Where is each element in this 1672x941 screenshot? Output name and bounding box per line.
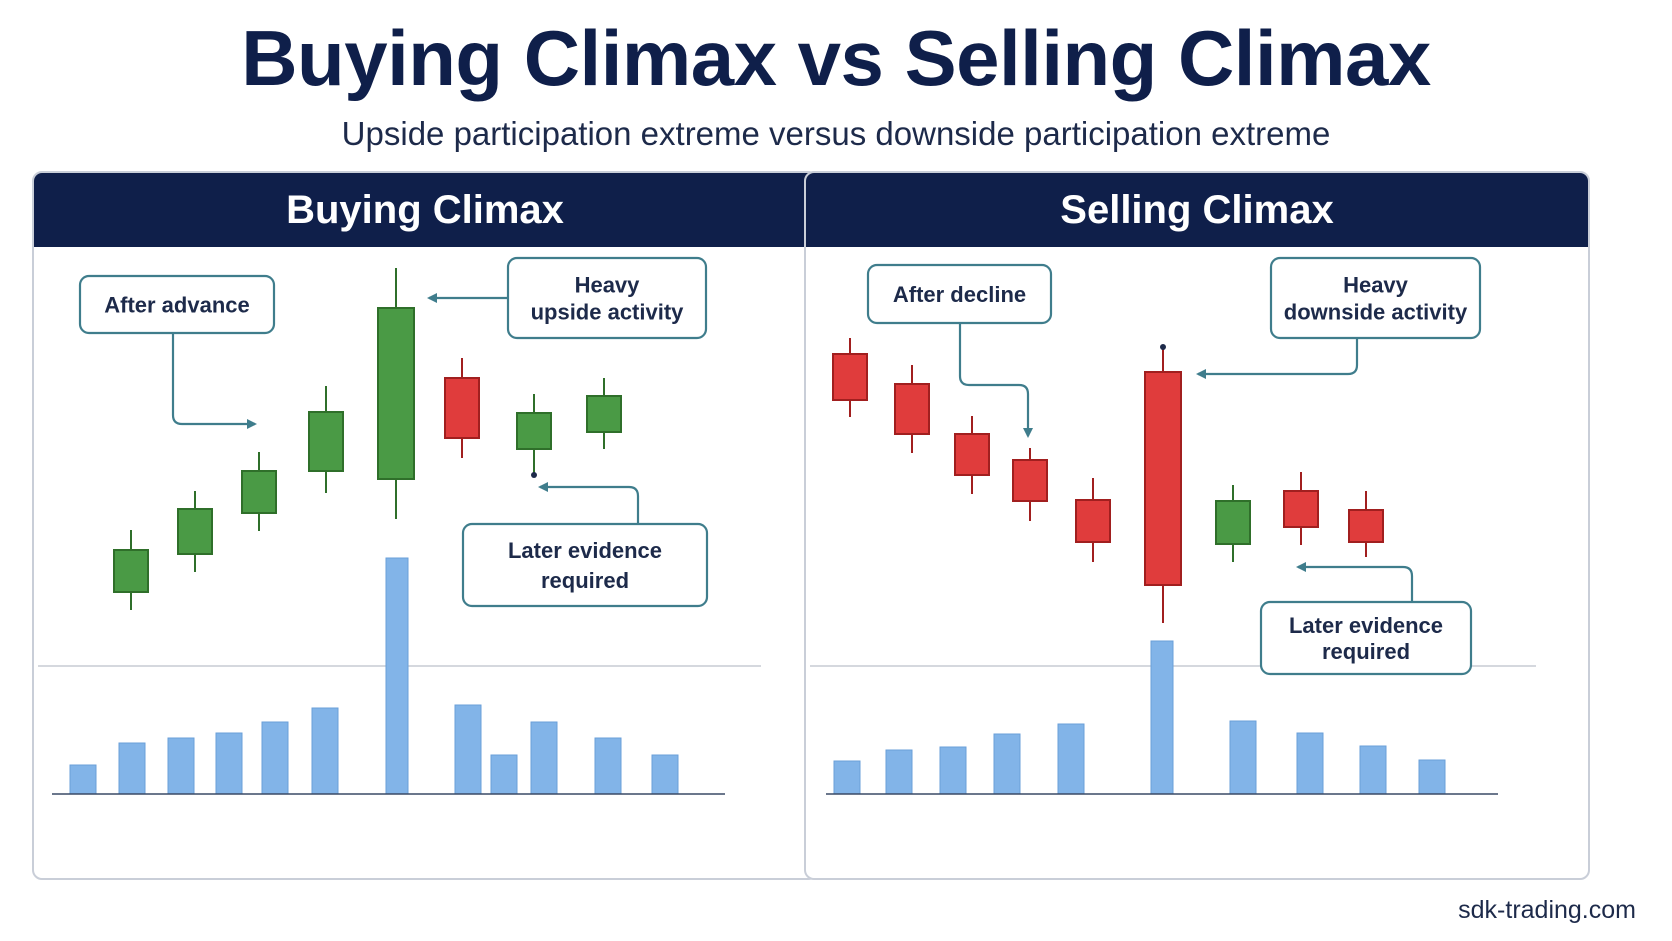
volume-bar bbox=[385, 557, 409, 795]
volume-bar bbox=[167, 737, 195, 795]
volume-bar bbox=[215, 732, 243, 795]
callout-start-box bbox=[78, 274, 276, 335]
selling-climax-header: Selling Climax bbox=[806, 173, 1588, 247]
bearish-candle bbox=[444, 377, 480, 439]
bullish-candle bbox=[113, 549, 149, 593]
volume-bar bbox=[833, 760, 861, 795]
bullish-candle bbox=[586, 395, 622, 433]
callout-later-text: Later evidence bbox=[508, 538, 662, 563]
volume-bar bbox=[885, 749, 913, 795]
callout-start-box bbox=[866, 263, 1053, 325]
bearish-candle bbox=[954, 433, 990, 476]
volume-bar bbox=[530, 721, 558, 795]
wick-dot bbox=[1160, 344, 1166, 350]
bullish-candle bbox=[516, 412, 552, 450]
volume-bar bbox=[594, 737, 622, 795]
callout-later-box bbox=[461, 522, 709, 608]
callout-climax-text: Heavy bbox=[575, 273, 641, 298]
arrow-later-evidence bbox=[538, 482, 640, 524]
footer-domain: sdk-trading.com bbox=[1458, 896, 1636, 924]
volume-bar bbox=[1229, 720, 1257, 795]
volume-bar bbox=[1418, 759, 1446, 795]
callout-later-text: required bbox=[541, 568, 629, 593]
callout-climax-text: downside activity bbox=[1284, 300, 1468, 325]
wick-dot bbox=[531, 472, 537, 478]
arrow-after-advance bbox=[171, 333, 257, 429]
bearish-candle bbox=[1144, 371, 1182, 586]
arrow-heavy-activity bbox=[1196, 338, 1359, 379]
buying-climax-header: Buying Climax bbox=[34, 173, 816, 247]
page-subtitle: Upside participation extreme versus down… bbox=[341, 115, 1331, 152]
page-title: Buying Climax vs Selling Climax bbox=[241, 14, 1431, 102]
bullish-candle bbox=[308, 411, 344, 472]
callout-later-text: Later evidence bbox=[1289, 613, 1443, 638]
bearish-candle bbox=[1283, 490, 1319, 528]
callout-later-box bbox=[1259, 600, 1473, 676]
callout-climax-text: upside activity bbox=[531, 300, 685, 325]
buying-climax-panel: After advance Heavy upside activity Later e… bbox=[32, 171, 818, 880]
selling-climax-panel: After decline Heavy downside activity Later… bbox=[804, 171, 1590, 880]
bearish-candle bbox=[894, 383, 930, 435]
arrow-later-evidence bbox=[1296, 562, 1414, 602]
bullish-candle bbox=[241, 470, 277, 514]
bearish-candle bbox=[1012, 459, 1048, 502]
callout-start-text: After decline bbox=[893, 282, 1026, 307]
bullish-candle bbox=[1215, 500, 1251, 545]
volume-bar bbox=[1296, 732, 1324, 795]
bullish-candle bbox=[177, 508, 213, 555]
bearish-candle bbox=[1075, 499, 1111, 543]
volume-bar bbox=[454, 704, 482, 795]
callout-climax-text: Heavy bbox=[1343, 273, 1409, 298]
bullish-candle bbox=[377, 307, 415, 480]
volume-bar bbox=[1150, 640, 1174, 795]
callout-later-text: required bbox=[1322, 639, 1410, 664]
bearish-candle bbox=[1348, 509, 1384, 543]
volume-bar bbox=[69, 764, 97, 795]
volume-bar bbox=[993, 733, 1021, 795]
callout-climax-box bbox=[1269, 256, 1482, 340]
volume-bar bbox=[490, 754, 518, 795]
volume-bar bbox=[261, 721, 289, 795]
callout-climax-box bbox=[506, 256, 708, 340]
arrow-after-decline bbox=[958, 323, 1033, 438]
volume-bar bbox=[311, 707, 339, 795]
volume-bar bbox=[118, 742, 146, 795]
volume-bar bbox=[651, 754, 679, 795]
volume-bar bbox=[939, 746, 967, 795]
volume-bar bbox=[1057, 723, 1085, 795]
callout-start-text: After advance bbox=[104, 293, 250, 318]
volume-bar bbox=[1359, 745, 1387, 795]
bearish-candle bbox=[832, 353, 868, 401]
